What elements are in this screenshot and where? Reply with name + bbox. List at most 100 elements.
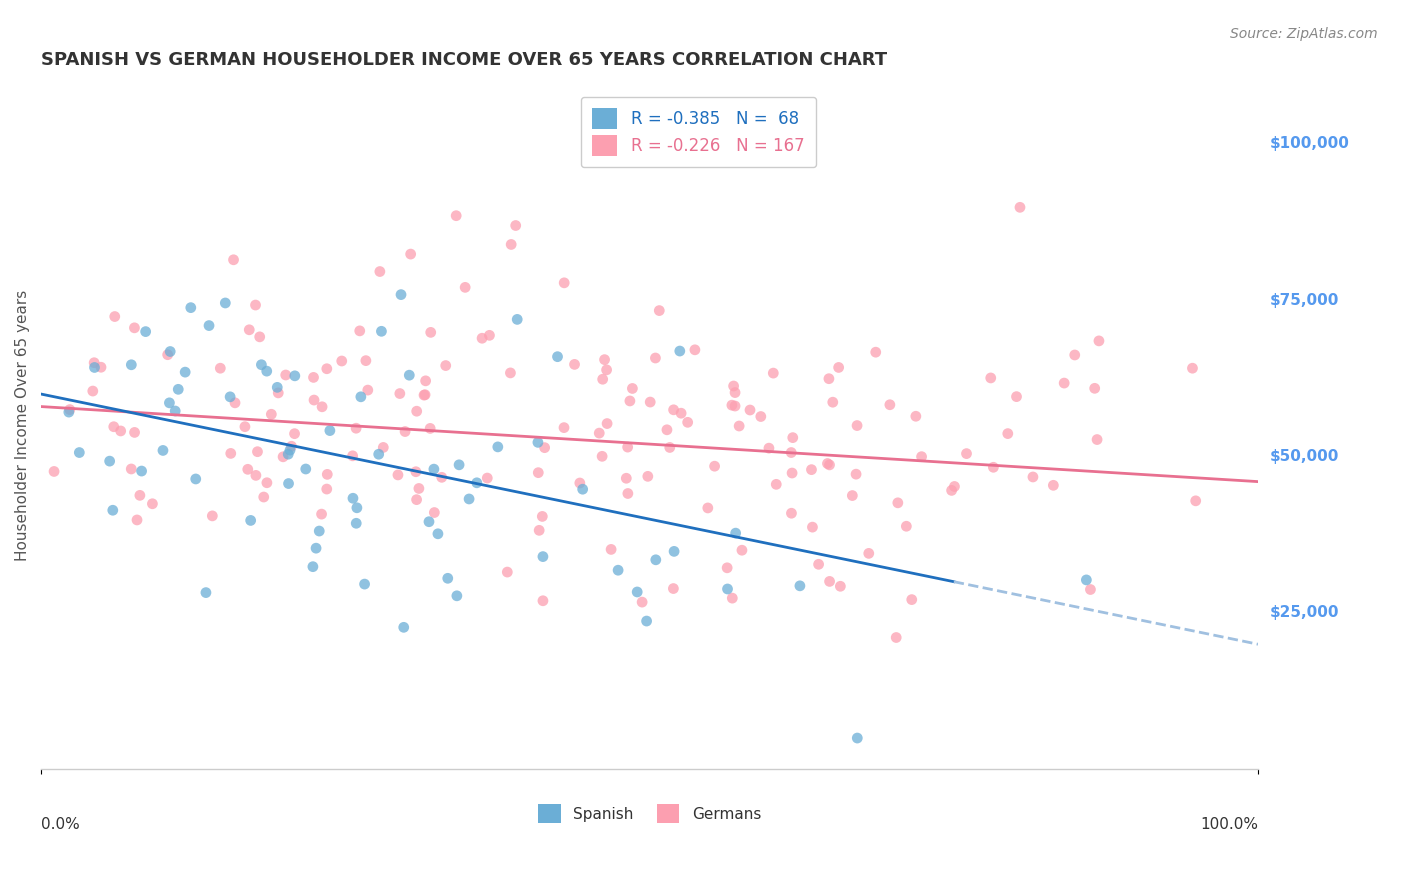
Point [398, 368, 420, 383]
Point [83, 360, 105, 375]
Point [316, 467, 339, 482]
Point [266, 380, 288, 394]
Point [157, 396, 180, 410]
Point [1063, 348, 1085, 362]
Point [731, 543, 754, 558]
Text: SPANISH VS GERMAN HOUSEHOLDER INCOME OVER 65 YEARS CORRELATION CHART: SPANISH VS GERMAN HOUSEHOLDER INCOME OVE… [41, 51, 887, 69]
Point [1005, 390, 1028, 404]
Point [67, 445, 90, 459]
Point [311, 507, 333, 521]
Point [531, 594, 554, 608]
Point [253, 490, 276, 504]
Point [884, 631, 907, 645]
Point [277, 476, 299, 491]
Legend: Spanish, Germans: Spanish, Germans [530, 797, 769, 830]
Point [591, 450, 613, 464]
Point [600, 542, 623, 557]
Point [238, 323, 260, 337]
Point [596, 417, 619, 431]
Point [278, 443, 301, 458]
Point [454, 280, 477, 294]
Point [904, 409, 927, 424]
Point [446, 589, 468, 603]
Point [617, 486, 640, 500]
Point [662, 402, 685, 417]
Point [553, 276, 575, 290]
Point [980, 371, 1002, 385]
Point [209, 361, 232, 376]
Point [458, 491, 481, 506]
Point [807, 558, 830, 572]
Point [830, 579, 852, 593]
Point [496, 565, 519, 579]
Point [436, 571, 458, 585]
Point [818, 372, 841, 386]
Point [444, 209, 467, 223]
Point [817, 457, 839, 471]
Point [167, 382, 190, 396]
Point [683, 343, 706, 357]
Point [780, 506, 803, 520]
Point [104, 310, 127, 324]
Point [346, 500, 368, 515]
Point [676, 415, 699, 429]
Point [724, 526, 747, 541]
Point [245, 468, 267, 483]
Point [527, 466, 550, 480]
Point [59, 402, 82, 417]
Point [256, 364, 278, 378]
Point [165, 404, 187, 418]
Text: $75,000: $75,000 [1270, 293, 1340, 308]
Y-axis label: Householder Income Over 65 years: Householder Income Over 65 years [15, 290, 30, 561]
Point [571, 482, 593, 496]
Point [547, 350, 569, 364]
Point [1080, 582, 1102, 597]
Point [83, 356, 105, 370]
Point [344, 516, 367, 531]
Point [311, 400, 333, 414]
Point [910, 450, 932, 464]
Point [125, 513, 148, 527]
Point [841, 489, 863, 503]
Point [564, 358, 586, 372]
Point [120, 462, 142, 476]
Point [477, 471, 499, 485]
Point [399, 247, 422, 261]
Point [865, 345, 887, 359]
Point [846, 418, 869, 433]
Point [387, 467, 409, 482]
Point [527, 435, 550, 450]
Point [426, 526, 449, 541]
Point [315, 482, 337, 496]
Point [658, 441, 681, 455]
Point [588, 426, 610, 441]
Point [1042, 478, 1064, 492]
Point [465, 475, 488, 490]
Point [423, 462, 446, 476]
Point [662, 582, 685, 596]
Point [721, 591, 744, 606]
Point [997, 426, 1019, 441]
Point [900, 592, 922, 607]
Point [302, 392, 325, 407]
Point [789, 579, 811, 593]
Point [941, 483, 963, 498]
Point [738, 403, 761, 417]
Point [103, 419, 125, 434]
Point [887, 496, 910, 510]
Point [818, 574, 841, 589]
Point [716, 561, 738, 575]
Point [418, 515, 440, 529]
Point [368, 264, 391, 278]
Text: $100,000: $100,000 [1270, 136, 1350, 152]
Text: $25,000: $25,000 [1270, 606, 1340, 621]
Point [1088, 334, 1111, 348]
Point [319, 424, 342, 438]
Point [801, 520, 824, 534]
Point [315, 361, 337, 376]
Point [236, 462, 259, 476]
Point [42, 465, 65, 479]
Point [846, 731, 869, 745]
Point [636, 614, 658, 628]
Point [1084, 381, 1107, 395]
